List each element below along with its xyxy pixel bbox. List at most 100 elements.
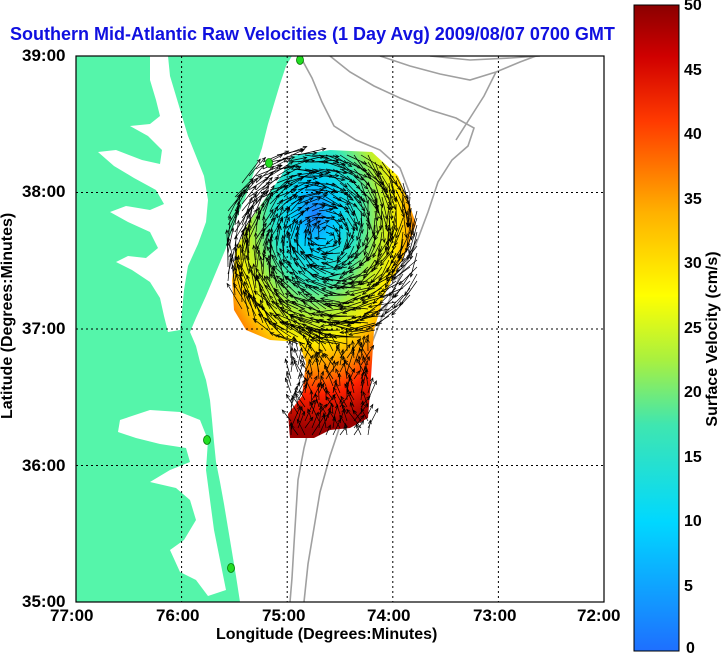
velocity-arrowhead — [244, 239, 249, 244]
velocity-arrowhead — [308, 223, 312, 228]
velocity-vector — [381, 217, 385, 243]
velocity-vector — [328, 292, 355, 296]
velocity-vector — [384, 224, 397, 250]
velocity-arrowhead — [315, 319, 321, 324]
velocity-vector — [353, 342, 362, 366]
velocity-vector — [332, 154, 352, 167]
velocity-vector — [351, 315, 383, 318]
velocity-arrowhead — [341, 187, 347, 192]
velocity-arrowhead — [409, 255, 414, 261]
velocity-arrowhead — [349, 376, 353, 382]
velocity-arrowhead — [294, 392, 299, 398]
velocity-vector — [270, 332, 299, 345]
velocity-vector — [340, 329, 369, 333]
velocity-arrowhead — [261, 305, 266, 311]
velocity-arrowhead — [258, 255, 263, 261]
velocity-arrowhead — [343, 422, 348, 428]
velocity-arrowhead — [341, 250, 345, 256]
velocity-vector — [388, 189, 396, 210]
velocity-arrowhead — [244, 225, 249, 231]
figure-title: Southern Mid-Atlantic Raw Velocities (1 … — [10, 24, 615, 44]
velocity-vector — [304, 154, 330, 160]
velocity-arrowhead — [270, 184, 275, 190]
velocity-arrowhead — [253, 290, 258, 295]
velocity-vector — [372, 217, 376, 236]
velocity-arrowhead — [332, 283, 338, 288]
velocity-arrowhead — [277, 251, 281, 257]
velocity-vector — [308, 284, 327, 296]
velocity-arrowhead — [299, 347, 303, 352]
velocity-vector — [365, 308, 390, 315]
velocity-vector — [227, 194, 241, 219]
velocity-vector — [318, 406, 322, 429]
velocity-vector — [304, 168, 329, 175]
velocity-arrowhead — [352, 409, 358, 415]
velocity-vector — [332, 231, 337, 245]
velocity-arrowhead — [293, 238, 298, 243]
velocity-arrowhead — [357, 355, 362, 361]
velocity-arrowhead — [293, 337, 298, 343]
velocity-arrowhead — [367, 304, 373, 309]
velocity-arrowhead — [342, 319, 348, 324]
velocity-arrowhead — [313, 273, 319, 278]
velocity-arrowhead — [293, 347, 298, 353]
velocity-arrowhead — [280, 309, 286, 314]
velocity-vector — [367, 315, 390, 330]
velocity-vector — [344, 294, 369, 305]
velocity-arrowhead — [325, 413, 329, 418]
velocity-arrowhead — [347, 244, 352, 250]
velocity-vector — [311, 399, 318, 415]
velocity-arrowhead — [267, 320, 273, 325]
velocity-vector — [359, 348, 369, 366]
velocity-vector — [289, 340, 292, 359]
velocity-vector — [304, 328, 313, 352]
velocity-arrowhead — [354, 226, 359, 232]
velocity-arrowhead — [366, 255, 370, 261]
velocity-vector — [339, 305, 369, 310]
velocity-vector — [294, 393, 306, 408]
velocity-arrowhead — [282, 258, 287, 264]
velocity-vector — [293, 238, 306, 254]
velocity-arrowhead — [341, 162, 347, 167]
velocity-vector — [290, 315, 313, 338]
velocity-vector — [373, 224, 376, 248]
velocity-vector — [227, 211, 239, 240]
velocity-arrowhead — [394, 227, 399, 233]
velocity-vectors — [225, 146, 418, 436]
velocity-vector — [284, 276, 299, 289]
velocity-arrowhead — [297, 318, 303, 323]
velocity-arrowhead — [259, 287, 264, 292]
velocity-vector — [347, 252, 362, 265]
velocity-vector — [239, 244, 243, 275]
velocity-vector — [277, 252, 285, 268]
velocity-arrowhead — [320, 205, 326, 209]
velocity-arrowhead — [265, 231, 270, 237]
velocity-arrowhead — [265, 181, 271, 186]
velocity-vector — [232, 265, 236, 296]
velocity-arrowhead — [246, 210, 250, 216]
velocity-arrowhead — [332, 394, 337, 400]
velocity-vector — [275, 292, 292, 310]
velocity-vector — [324, 259, 341, 265]
velocity-vector — [311, 205, 325, 212]
velocity-vector — [374, 210, 379, 234]
velocity-vector — [346, 224, 351, 237]
velocity-vector — [299, 341, 313, 359]
velocity-arrowhead — [374, 407, 379, 413]
velocity-arrowhead — [260, 231, 265, 237]
velocity-vector — [351, 280, 376, 287]
velocity-arrowhead — [363, 365, 368, 371]
velocity-vector — [255, 228, 266, 247]
velocity-vector — [241, 158, 261, 184]
velocity-vector — [346, 409, 362, 429]
velocity-arrowhead — [294, 164, 300, 169]
velocity-vector — [309, 401, 320, 422]
velocity-vector — [258, 303, 278, 324]
velocity-vector — [248, 215, 261, 240]
velocity-vector — [353, 210, 360, 226]
velocity-vector — [406, 238, 418, 260]
velocity-vector — [360, 379, 364, 401]
velocity-vector — [386, 252, 397, 273]
colorbar-tick-label: 25 — [684, 320, 702, 337]
velocity-vector — [269, 274, 285, 289]
